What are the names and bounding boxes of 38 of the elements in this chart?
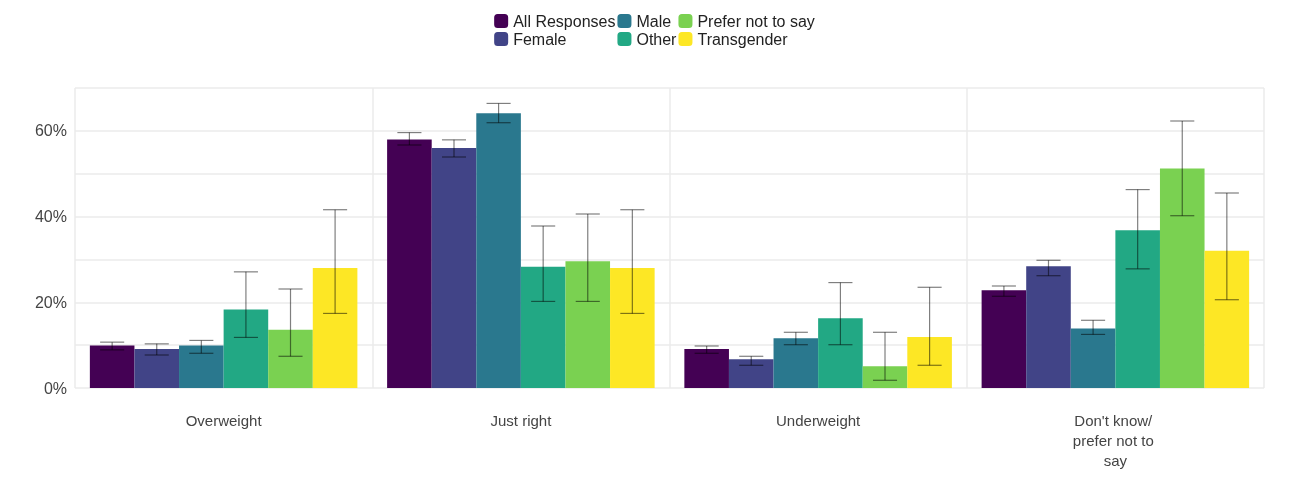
legend-label: Transgender [697,30,789,48]
legend-label: Other [636,30,678,48]
bar [565,261,611,388]
bar [818,318,863,388]
bar [520,266,566,388]
x-tick-label: Overweight [185,411,263,429]
x-tick-label: Just right [490,411,553,429]
x-tick-label: Underweight [776,411,862,429]
y-tick-label: 20% [34,293,67,311]
bar [610,268,655,388]
legend-label: All Responses [513,12,616,30]
bar [1115,230,1160,388]
bar [431,148,477,388]
bar [981,290,1027,388]
bar [1159,168,1205,388]
bar [1204,250,1250,388]
legend-label: Male [636,12,672,30]
bar [223,309,269,388]
bar [89,345,135,388]
y-tick-label: 0% [43,379,67,397]
legend-label: Prefer not to say [697,12,815,30]
bar [476,113,521,388]
x-tick-label: Don't know/ prefer not to say [1072,411,1158,469]
legend-label: Female [513,30,567,48]
bar [728,359,774,388]
bar [268,329,313,388]
y-tick-label: 60% [34,122,67,140]
bar [1026,266,1071,388]
bar [312,268,358,388]
bar [684,349,729,388]
bar [862,366,908,388]
bar [907,337,952,388]
y-tick-label: 40% [34,208,67,226]
bar [1070,328,1116,388]
bar [179,345,224,388]
bar [773,338,819,388]
bar [134,349,180,388]
bar [387,139,432,388]
